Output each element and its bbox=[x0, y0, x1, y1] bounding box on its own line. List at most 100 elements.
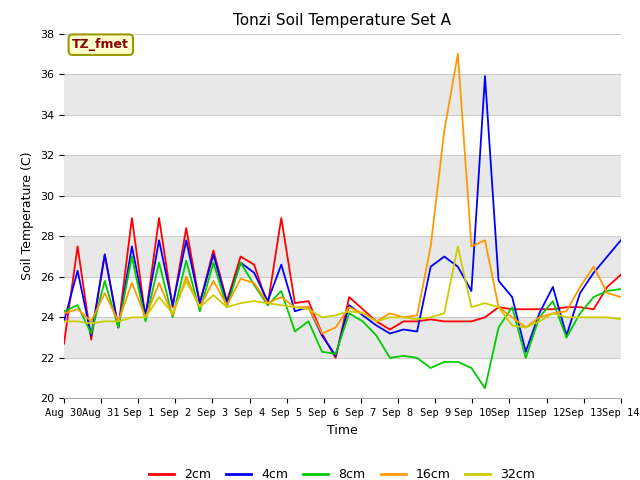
32cm bbox=[576, 314, 584, 320]
32cm bbox=[128, 314, 136, 320]
16cm bbox=[590, 264, 598, 270]
2cm bbox=[604, 284, 611, 290]
32cm bbox=[508, 323, 516, 328]
16cm bbox=[563, 308, 570, 314]
32cm bbox=[332, 312, 339, 318]
2cm bbox=[128, 215, 136, 221]
16cm bbox=[332, 324, 339, 330]
2cm bbox=[318, 331, 326, 336]
16cm bbox=[291, 304, 299, 310]
Title: Tonzi Soil Temperature Set A: Tonzi Soil Temperature Set A bbox=[234, 13, 451, 28]
16cm bbox=[237, 276, 244, 282]
8cm bbox=[115, 324, 122, 330]
4cm bbox=[536, 311, 543, 316]
Bar bbox=[64, 115, 621, 155]
8cm bbox=[278, 288, 285, 294]
32cm bbox=[427, 314, 435, 320]
4cm bbox=[278, 262, 285, 267]
Bar bbox=[64, 317, 621, 358]
8cm bbox=[237, 260, 244, 265]
32cm bbox=[264, 300, 271, 306]
32cm bbox=[318, 314, 326, 320]
16cm bbox=[101, 290, 109, 296]
16cm bbox=[209, 278, 217, 284]
16cm bbox=[223, 302, 231, 308]
4cm bbox=[182, 238, 190, 243]
16cm bbox=[522, 324, 529, 330]
4cm bbox=[576, 290, 584, 296]
2cm bbox=[209, 248, 217, 253]
16cm bbox=[74, 306, 81, 312]
16cm bbox=[346, 304, 353, 310]
16cm bbox=[156, 280, 163, 286]
Line: 4cm: 4cm bbox=[64, 76, 621, 356]
32cm bbox=[209, 292, 217, 298]
8cm bbox=[332, 351, 339, 357]
2cm bbox=[549, 306, 557, 312]
4cm bbox=[196, 300, 204, 306]
16cm bbox=[372, 319, 380, 324]
4cm bbox=[522, 349, 529, 355]
8cm bbox=[128, 253, 136, 259]
4cm bbox=[563, 333, 570, 338]
Text: TZ_fmet: TZ_fmet bbox=[72, 38, 129, 51]
4cm bbox=[440, 253, 448, 259]
2cm bbox=[196, 300, 204, 306]
16cm bbox=[536, 314, 543, 320]
2cm bbox=[359, 306, 367, 312]
4cm bbox=[115, 324, 122, 330]
8cm bbox=[60, 308, 68, 314]
4cm bbox=[128, 243, 136, 249]
4cm bbox=[156, 238, 163, 243]
4cm bbox=[291, 308, 299, 314]
2cm bbox=[250, 262, 258, 267]
8cm bbox=[74, 302, 81, 308]
32cm bbox=[413, 316, 421, 322]
8cm bbox=[536, 314, 543, 320]
8cm bbox=[250, 282, 258, 288]
4cm bbox=[359, 312, 367, 318]
32cm bbox=[115, 319, 122, 324]
32cm bbox=[536, 319, 543, 324]
4cm bbox=[427, 264, 435, 270]
2cm bbox=[563, 304, 570, 310]
16cm bbox=[250, 280, 258, 286]
Legend: 2cm, 4cm, 8cm, 16cm, 32cm: 2cm, 4cm, 8cm, 16cm, 32cm bbox=[145, 463, 540, 480]
32cm bbox=[87, 321, 95, 326]
Line: 2cm: 2cm bbox=[64, 218, 621, 358]
32cm bbox=[101, 319, 109, 324]
8cm bbox=[549, 298, 557, 304]
2cm bbox=[305, 298, 312, 304]
2cm bbox=[372, 319, 380, 324]
4cm bbox=[454, 264, 461, 270]
16cm bbox=[440, 128, 448, 134]
4cm bbox=[237, 260, 244, 265]
8cm bbox=[264, 302, 271, 308]
Line: 8cm: 8cm bbox=[64, 256, 621, 388]
16cm bbox=[427, 243, 435, 249]
16cm bbox=[413, 312, 421, 318]
4cm bbox=[372, 323, 380, 328]
8cm bbox=[413, 355, 421, 361]
32cm bbox=[305, 306, 312, 312]
2cm bbox=[74, 243, 81, 249]
8cm bbox=[427, 365, 435, 371]
4cm bbox=[468, 288, 476, 294]
32cm bbox=[481, 300, 489, 306]
32cm bbox=[60, 319, 68, 324]
2cm bbox=[522, 306, 529, 312]
2cm bbox=[291, 300, 299, 306]
8cm bbox=[141, 319, 149, 324]
2cm bbox=[156, 215, 163, 221]
2cm bbox=[536, 306, 543, 312]
Bar bbox=[64, 34, 621, 74]
Line: 32cm: 32cm bbox=[64, 246, 621, 327]
8cm bbox=[617, 286, 625, 292]
32cm bbox=[386, 314, 394, 320]
32cm bbox=[495, 304, 502, 310]
8cm bbox=[495, 324, 502, 330]
16cm bbox=[264, 300, 271, 306]
16cm bbox=[386, 311, 394, 316]
2cm bbox=[468, 319, 476, 324]
2cm bbox=[346, 294, 353, 300]
